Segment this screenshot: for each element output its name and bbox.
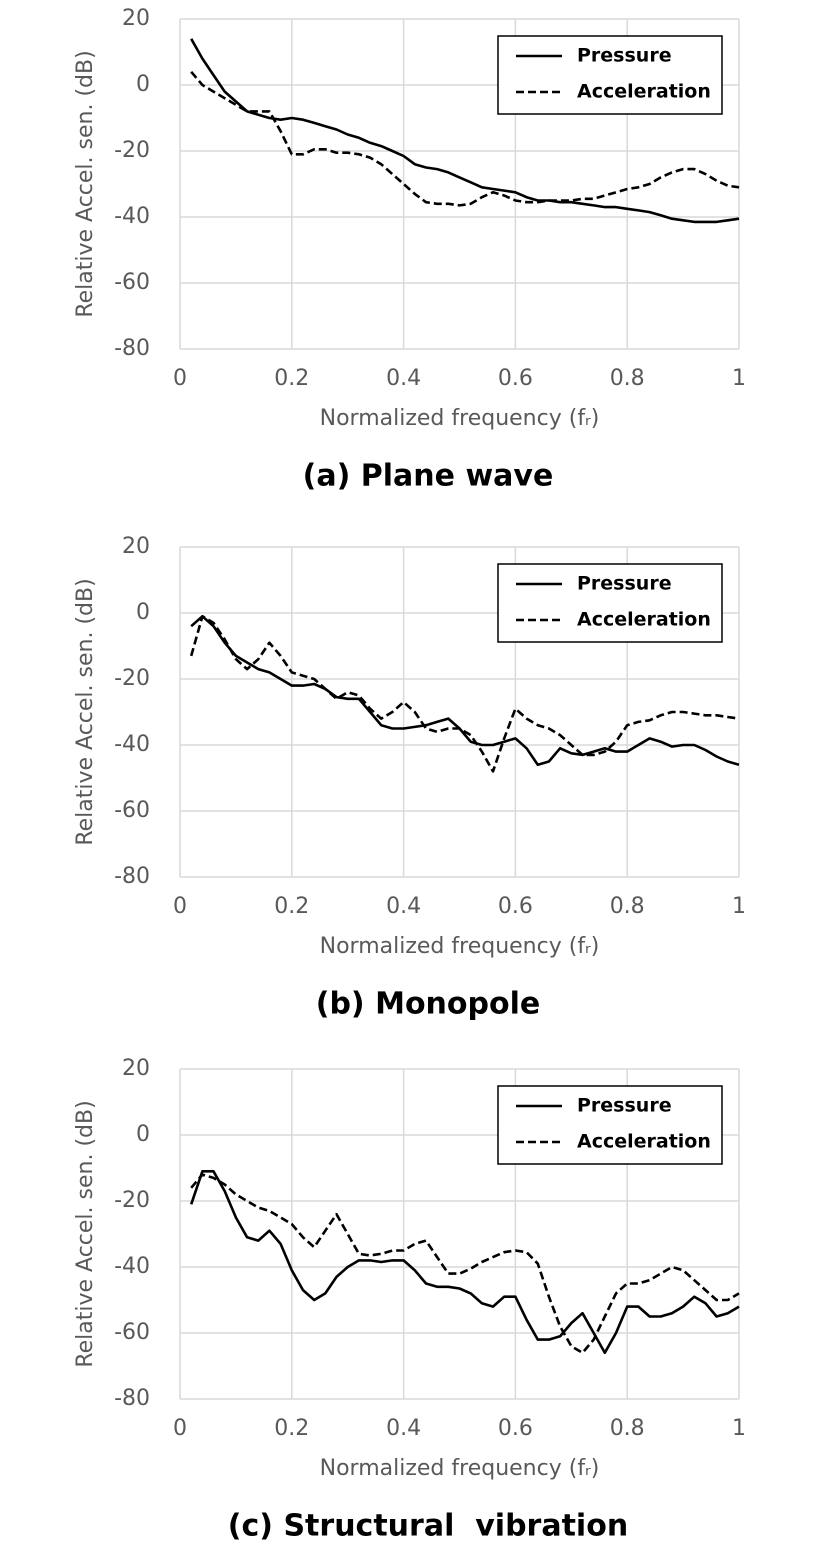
y-tick-label: 20 (122, 1056, 150, 1081)
x-tick-label: 1 (732, 366, 746, 391)
legend-label: Acceleration (577, 1131, 711, 1153)
chart-caption: (c) Structural vibration (228, 1509, 628, 1544)
series-line (190, 1173, 740, 1355)
series-line (189, 1170, 740, 1355)
x-tick-label: 1 (732, 894, 746, 919)
legend-label: Acceleration (577, 81, 711, 103)
y-tick-label: -60 (114, 798, 150, 823)
series-line (190, 38, 740, 224)
x-tick-label: 0.2 (274, 1416, 309, 1441)
x-tick-label: 0.4 (386, 366, 421, 391)
y-tick-label: -20 (114, 666, 150, 691)
legend-box (497, 35, 723, 115)
legend-box (497, 563, 723, 643)
chart-caption: (b) Monopole (316, 987, 541, 1022)
x-tick-label: 0.8 (610, 894, 645, 919)
y-tick-label: 20 (122, 6, 150, 31)
x-tick-label: 0 (173, 894, 187, 919)
legend-label: Pressure (577, 573, 672, 595)
y-tick-label: -60 (114, 1320, 150, 1345)
series-line (190, 70, 740, 207)
x-axis-label: Normalized frequency (fᵣ) (320, 406, 600, 431)
x-tick-label: 0.2 (274, 894, 309, 919)
x-tick-label: 0.4 (386, 1416, 421, 1441)
x-axis-label: Normalized frequency (fᵣ) (320, 934, 600, 959)
chart-caption: (a) Plane wave (303, 459, 554, 494)
legend-label: Pressure (577, 45, 672, 67)
x-tick-label: 0.2 (274, 366, 309, 391)
y-tick-label: -40 (114, 1254, 150, 1279)
x-tick-label: 0.4 (386, 894, 421, 919)
y-tick-label: 0 (136, 1122, 150, 1147)
legend-label: Acceleration (577, 609, 711, 631)
y-axis-label: Relative Accel. sen. (dB) (73, 1100, 98, 1367)
x-tick-label: 0.6 (498, 894, 533, 919)
legend-box (497, 1085, 723, 1165)
y-tick-label: -40 (114, 204, 150, 229)
x-tick-label: 0.6 (498, 366, 533, 391)
x-tick-label: 0.8 (610, 366, 645, 391)
legend-label: Pressure (577, 1095, 672, 1117)
y-tick-label: 20 (122, 534, 150, 559)
x-tick-label: 0 (173, 1416, 187, 1441)
x-tick-label: 1 (732, 1416, 746, 1441)
x-tick-label: 0 (173, 366, 187, 391)
y-axis-label: Relative Accel. sen. (dB) (73, 578, 98, 845)
y-tick-label: 0 (136, 600, 150, 625)
series-line (189, 615, 740, 773)
y-tick-label: 0 (136, 72, 150, 97)
y-axis-label: Relative Accel. sen. (dB) (73, 50, 98, 317)
y-tick-label: -80 (114, 336, 150, 361)
y-tick-label: -20 (114, 138, 150, 163)
y-tick-label: -40 (114, 732, 150, 757)
y-tick-label: -80 (114, 864, 150, 889)
y-tick-label: -80 (114, 1386, 150, 1411)
x-axis-label: Normalized frequency (fᵣ) (320, 1456, 600, 1481)
y-tick-label: -20 (114, 1188, 150, 1213)
x-tick-label: 0.6 (498, 1416, 533, 1441)
series-line (190, 615, 740, 767)
y-tick-label: -60 (114, 270, 150, 295)
x-tick-label: 0.8 (610, 1416, 645, 1441)
